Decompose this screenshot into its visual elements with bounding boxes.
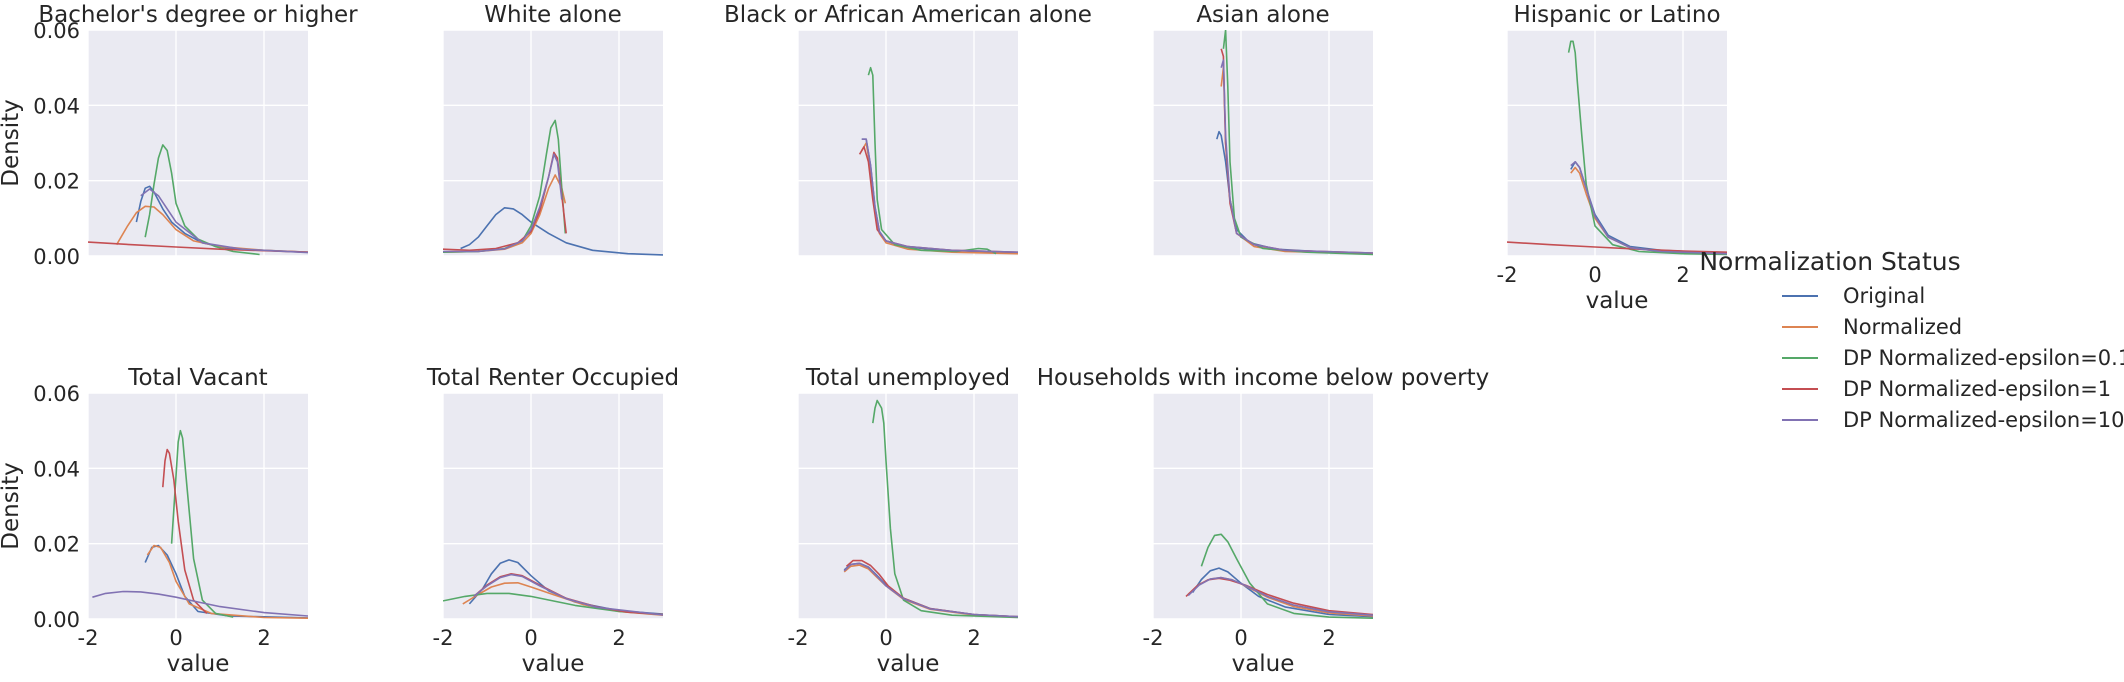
x-tick-label: 2 [1676, 263, 1689, 287]
density-line-original [1191, 567, 1373, 618]
x-tick-label: 2 [967, 626, 980, 650]
facet-title: Total unemployed [805, 365, 1010, 391]
y-tick-label: 0.06 [33, 19, 80, 43]
x-tick-label: 0 [879, 626, 892, 650]
legend-entry: DP Normalized-epsilon=1 [1843, 377, 2111, 401]
x-tick-label: 0 [524, 626, 537, 650]
plot-background [798, 30, 1018, 256]
density-line-normalized [146, 544, 308, 619]
facet-panel-4: Asian alone [1152, 2, 1373, 257]
y-axis-label: Density [0, 99, 24, 186]
facet-title: Bachelor's degree or higher [38, 2, 358, 28]
x-tick-label: -2 [788, 626, 809, 650]
density-line-dp-normalized-epsilon-10 [1187, 576, 1373, 616]
legend-entry: Normalized [1843, 315, 1962, 339]
series-group [88, 144, 308, 256]
y-tick-label: 0.02 [33, 170, 80, 194]
x-axis-label: value [167, 651, 230, 677]
density-line-dp-normalized-epsilon-10 [843, 562, 1018, 618]
density-line-dp-normalized-epsilon-0-1 [1567, 40, 1727, 256]
plot-background [443, 30, 663, 256]
facet-panel-6: Total Vacant 0.00 0.02 0.04 0.06 Density -2 0 2 v… [0, 365, 308, 677]
x-tick-label: -2 [1497, 263, 1518, 287]
x-axis-label: value [522, 651, 585, 677]
density-line-dp-normalized-epsilon-0-1 [1200, 533, 1373, 619]
x-tick-label: -2 [78, 626, 99, 650]
plot-background [443, 393, 663, 619]
facet-panel-5: Hispanic or Latino -2 0 2 value [1497, 2, 1727, 314]
y-tick-label: 0.00 [33, 608, 80, 632]
legend-entry: DP Normalized-epsilon=0.1 [1843, 346, 2124, 370]
x-tick-label: -2 [1143, 626, 1164, 650]
legend-entry: Original [1843, 284, 1925, 308]
plot-background [88, 30, 308, 256]
x-tick-label: 0 [1588, 263, 1601, 287]
facet-panel-3: Black or African American alone [724, 2, 1092, 257]
density-line-dp-normalized-epsilon-0-1 [872, 399, 1018, 619]
facet-panel-8: Total unemployed -2 0 2 value [788, 365, 1018, 677]
facet-title: Total Vacant [127, 365, 267, 391]
x-tick-label: 0 [1234, 626, 1247, 650]
density-line-dp-normalized-epsilon-0-1 [170, 429, 234, 618]
facet-title: Black or African American alone [724, 2, 1092, 28]
density-line-dp-normalized-epsilon-10 [1220, 59, 1373, 254]
series-group [858, 66, 1018, 255]
plot-background [798, 393, 1018, 619]
x-tick-label: 2 [612, 626, 625, 650]
legend-entry: DP Normalized-epsilon=10 [1843, 408, 2124, 432]
x-axis-label: value [1232, 651, 1295, 677]
x-axis-label: value [877, 651, 940, 677]
density-line-dp-normalized-epsilon-10 [861, 138, 1018, 253]
plot-background [1153, 30, 1373, 256]
x-tick-label: 2 [1322, 626, 1335, 650]
density-line-dp-normalized-epsilon-0-1 [867, 66, 997, 255]
x-tick-label: 2 [257, 626, 270, 650]
facet-title: Hispanic or Latino [1513, 2, 1720, 28]
plot-background [1153, 393, 1373, 619]
y-tick-label: 0.00 [33, 245, 80, 269]
facet-panel-2: White alone [442, 2, 663, 257]
series-group [1185, 533, 1373, 619]
density-line-dp-normalized-epsilon-10 [473, 573, 663, 616]
facet-title: Total Renter Occupied [426, 365, 679, 391]
series-group [443, 119, 663, 256]
facet-panel-1: Bachelor's degree or higher 0.00 0.02 0.04 0… [0, 2, 358, 269]
series-group [443, 559, 663, 616]
series-group [1507, 40, 1727, 256]
density-line-dp-normalized-epsilon-10 [443, 153, 563, 253]
facet-title: Households with income below poverty [1037, 365, 1490, 391]
series-group [1216, 30, 1373, 256]
series-group [843, 399, 1018, 619]
legend-title: Normalization Status [1699, 247, 1960, 276]
plot-background [88, 393, 308, 619]
facet-title: White alone [484, 2, 621, 28]
density-line-dp-normalized-epsilon-10 [92, 590, 308, 617]
y-axis-label: Density [0, 462, 24, 549]
x-tick-label: -2 [433, 626, 454, 650]
facet-title: Asian alone [1196, 2, 1329, 28]
density-line-dp-normalized-epsilon-10 [140, 188, 308, 254]
y-tick-label: 0.04 [33, 94, 80, 118]
density-line-dp-normalized-epsilon-0-1 [144, 144, 260, 256]
density-line-dp-normalized-epsilon-10 [1570, 161, 1727, 255]
y-tick-label: 0.04 [33, 457, 80, 481]
series-group [92, 429, 308, 619]
y-tick-label: 0.06 [33, 382, 80, 406]
density-line-original [460, 207, 663, 256]
legend: Normalization Status Original Normalized DP… [1699, 247, 2124, 432]
facet-panel-9: Households with income below poverty -2 0 2… [1037, 365, 1490, 677]
x-axis-label: value [1586, 288, 1649, 314]
plot-background [1507, 30, 1727, 256]
density-line-dp-normalized-epsilon-0-1 [443, 592, 663, 616]
density-line-dp-normalized-epsilon-1 [162, 448, 208, 614]
density-line-dp-normalized-epsilon-1 [1507, 241, 1727, 253]
x-tick-label: 0 [169, 626, 182, 650]
facet-panel-7: Total Renter Occupied -2 0 2 value [426, 365, 679, 677]
y-tick-label: 0.02 [33, 533, 80, 557]
